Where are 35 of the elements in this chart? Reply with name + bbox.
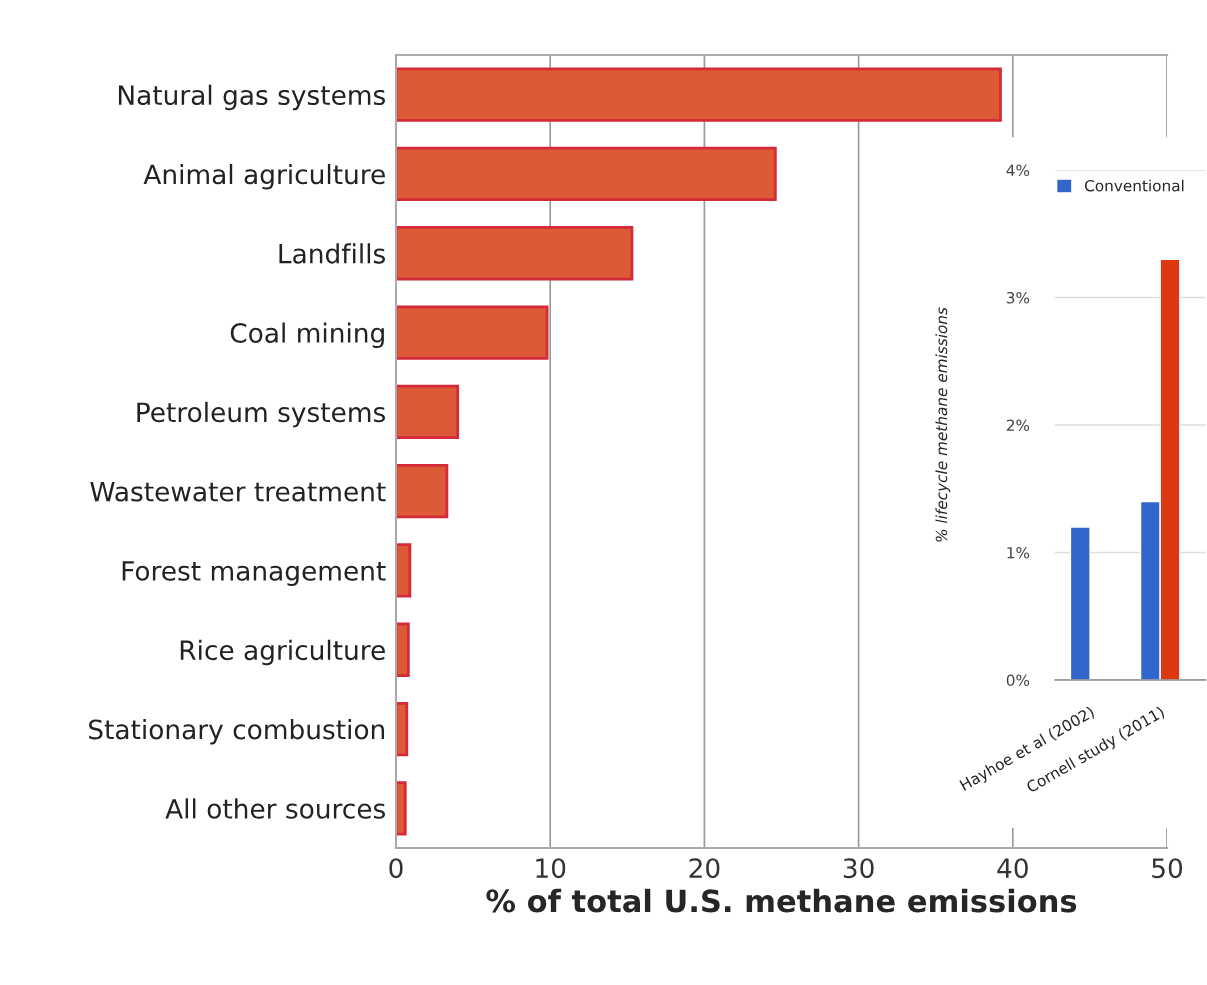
x-axis-title: % of total U.S. methane emissions xyxy=(486,888,1077,913)
y-tick-label: Landfills xyxy=(279,243,385,264)
y-tick-label: Stationary combustion xyxy=(89,719,385,745)
y-tick-label: Petroleum systems xyxy=(137,401,385,428)
y-tick-label: All other sources xyxy=(165,798,385,819)
y-tick-label: Rice agriculture xyxy=(180,639,385,666)
bar xyxy=(396,384,460,440)
bar xyxy=(396,146,777,202)
legend-label: Conventional xyxy=(1084,179,1184,192)
y-tick-label: Natural gas systems xyxy=(118,84,385,111)
x-tick-label: 10 xyxy=(536,858,566,879)
y-tick-label: Forest management xyxy=(122,561,386,586)
bar xyxy=(396,622,410,677)
bar xyxy=(396,543,412,598)
x-tick-label: 30 xyxy=(843,858,874,879)
x-tick-label: 20 xyxy=(689,858,720,879)
y-tick-label: 0% xyxy=(1006,674,1030,687)
x-tick-label: 0 xyxy=(389,858,403,879)
y-tick-label: 1% xyxy=(1007,546,1030,559)
y-axis-title: % lifecycle methane emissions xyxy=(935,307,951,542)
bar xyxy=(396,781,407,836)
x-tick-label: 50 xyxy=(1152,858,1183,879)
bar xyxy=(396,701,409,757)
y-tick-label: 2% xyxy=(1006,419,1030,432)
bar xyxy=(396,305,549,360)
bar xyxy=(1069,526,1091,680)
y-tick-label: 3% xyxy=(1006,291,1030,304)
bar xyxy=(396,463,449,519)
y-tick-label: Wastewater treatment xyxy=(90,481,386,502)
bar xyxy=(396,226,634,281)
y-tick-label: Coal mining xyxy=(230,322,384,349)
y-tick-label: Animal agriculture xyxy=(143,163,385,190)
y-tick-label: 4% xyxy=(1006,164,1030,177)
x-tick-label: 40 xyxy=(997,858,1028,879)
bar xyxy=(396,67,1002,122)
